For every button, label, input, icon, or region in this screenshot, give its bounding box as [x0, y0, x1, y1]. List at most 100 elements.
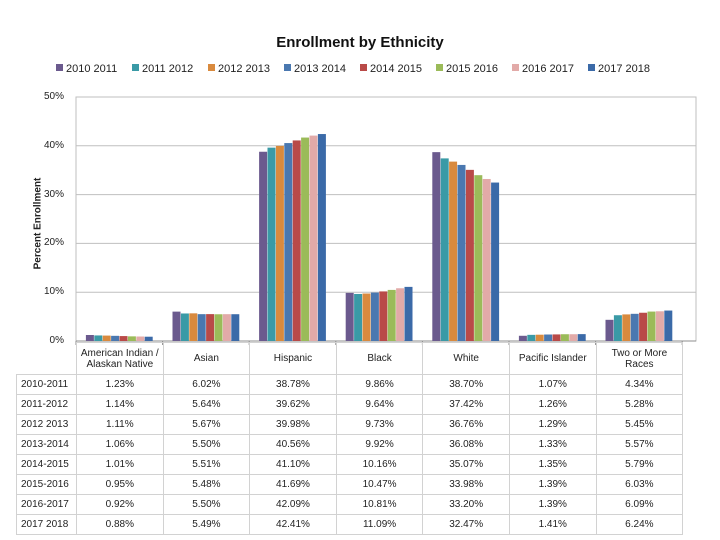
legend-swatch: [360, 64, 367, 71]
column-header: Black: [335, 342, 424, 375]
bar: [222, 314, 231, 341]
row-label: 2010-2011: [16, 374, 77, 395]
legend-item: 2011 2012: [132, 63, 193, 75]
row-label: 2017 2018: [16, 514, 77, 535]
bar: [317, 134, 326, 341]
table-cell: 1.29%: [508, 414, 597, 435]
table-cell: 33.20%: [422, 494, 510, 515]
bar: [172, 311, 181, 341]
table-cell: 0.95%: [76, 474, 164, 495]
table-cell: 38.70%: [422, 374, 510, 395]
table-cell: 9.86%: [335, 374, 424, 395]
table-cell: 42.09%: [249, 494, 337, 515]
bar: [647, 311, 656, 341]
bar: [292, 140, 301, 341]
table-cell: 5.45%: [595, 414, 684, 435]
bar: [206, 314, 215, 341]
bar: [664, 310, 673, 341]
bar: [560, 334, 569, 341]
column-header: White: [422, 342, 510, 375]
y-tick-label: 0%: [49, 335, 64, 346]
bar: [491, 182, 500, 341]
bar: [387, 289, 396, 341]
legend-label: 2012 2013: [218, 63, 270, 75]
table-cell: 36.76%: [422, 414, 510, 435]
bar: [144, 336, 153, 341]
bar: [639, 312, 648, 341]
column-header: Two or More Races: [595, 342, 684, 375]
bar: [605, 319, 614, 341]
column-header: American Indian / Alaskan Native: [76, 342, 164, 375]
table-cell: 10.47%: [335, 474, 424, 495]
legend-swatch: [132, 64, 139, 71]
table-cell: 5.28%: [595, 394, 684, 415]
bar: [613, 315, 622, 341]
table-cell: 9.64%: [335, 394, 424, 415]
table-cell: 1.23%: [76, 374, 164, 395]
bar: [404, 286, 413, 341]
row-label: 2015-2016: [16, 474, 77, 495]
table-cell: 11.09%: [335, 514, 424, 535]
bar: [189, 313, 198, 341]
column-header: Hispanic: [249, 342, 337, 375]
table-cell: 10.16%: [335, 454, 424, 475]
legend-item: 2014 2015: [360, 63, 422, 75]
table-row: 2014-2015 1.01% 5.51% 41.10% 10.16% 35.07% 1.3…: [16, 454, 684, 475]
bar: [214, 314, 223, 341]
bar: [457, 164, 466, 341]
table-cell: 5.79%: [595, 454, 684, 475]
table-cell: 10.81%: [335, 494, 424, 515]
bar: [102, 335, 111, 341]
bar: [432, 152, 441, 341]
table-row: 2015-2016 0.95% 5.48% 41.69% 10.47% 33.98% 1.3…: [16, 474, 684, 495]
table-cell: 5.51%: [162, 454, 251, 475]
table-cell: 1.11%: [76, 414, 164, 435]
bar: [630, 313, 639, 341]
bar: [127, 336, 136, 341]
legend-item: 2017 2018: [588, 63, 650, 75]
table-cell: 6.09%: [595, 494, 684, 515]
bar: [379, 291, 388, 341]
bar: [301, 137, 310, 341]
bar: [362, 293, 371, 341]
legend-label: 2010 2011: [66, 63, 118, 75]
table-cell: 6.03%: [595, 474, 684, 495]
table-cell: 0.92%: [76, 494, 164, 515]
table-cell: 9.92%: [335, 434, 424, 455]
bar: [231, 314, 240, 341]
chart-title: Enrollment by Ethnicity: [276, 34, 444, 51]
table-cell: 1.41%: [508, 514, 597, 535]
row-label: 2011-2012: [16, 394, 77, 415]
table-cell: 1.39%: [508, 474, 597, 495]
table-cell: 6.02%: [162, 374, 251, 395]
table-row: 2011-2012 1.14% 5.64% 39.62% 9.64% 37.42% 1.26…: [16, 394, 684, 415]
legend-item: 2010 2011: [56, 63, 117, 75]
table-cell: 1.26%: [508, 394, 597, 415]
table-cell: 39.98%: [249, 414, 337, 435]
table-cell: 1.33%: [508, 434, 597, 455]
y-tick-label: 30%: [43, 188, 64, 200]
table-row: 2017 2018 0.88% 5.49% 42.41% 11.09% 32.47% 1.4…: [16, 514, 684, 535]
legend-label: 2014 2015: [370, 63, 422, 75]
table-cell: 41.10%: [249, 454, 337, 475]
legend-label: 2011 2012: [142, 63, 194, 75]
y-tick-label: 50%: [43, 91, 64, 102]
data-table: American Indian / Alaskan Native Asian His…: [16, 342, 684, 535]
row-label: 2013-2014: [16, 434, 77, 455]
plot-area: [75, 96, 697, 345]
table-row: 2016-2017 0.92% 5.50% 42.09% 10.81% 33.20% 1.3…: [16, 494, 684, 515]
table-cell: 40.56%: [249, 434, 337, 455]
bar: [354, 293, 363, 341]
legend-label: 2013 2014: [294, 63, 346, 75]
bar: [309, 135, 318, 341]
legend-label: 2017 2018: [598, 63, 650, 75]
column-header: Asian: [162, 342, 251, 375]
legend-label: 2016 2017: [522, 63, 574, 75]
table-cell: 5.57%: [595, 434, 684, 455]
legend-label: 2015 2016: [446, 63, 498, 75]
table-cell: 1.14%: [76, 394, 164, 415]
bar: [111, 335, 120, 341]
table-cell: 5.50%: [162, 434, 251, 455]
table-cell: 41.69%: [249, 474, 337, 495]
